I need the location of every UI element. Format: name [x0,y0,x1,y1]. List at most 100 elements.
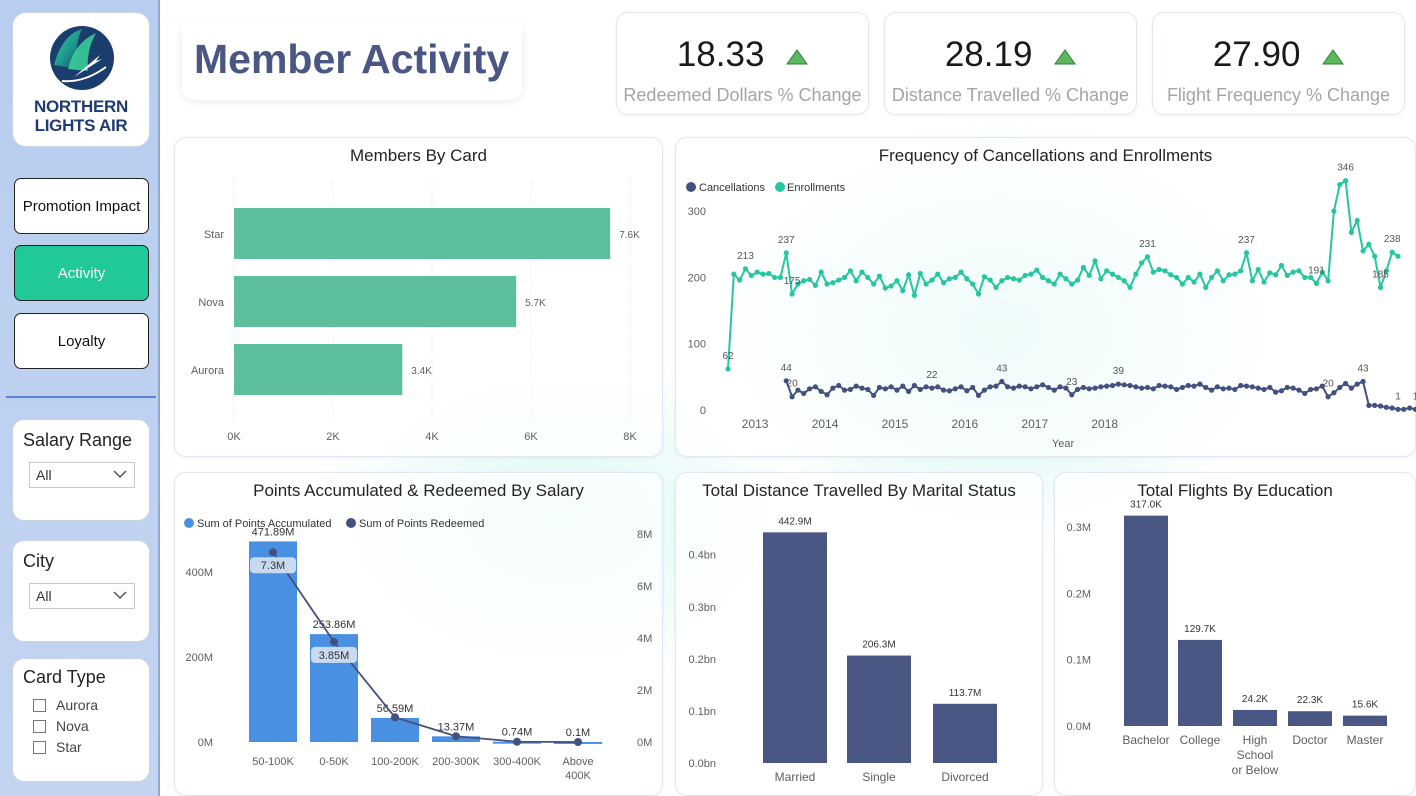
y-tick-label: 0.1M [1067,655,1091,667]
enrollments-data-label: 238 [1384,234,1401,245]
bar-data-label: 253.86M [313,619,356,631]
legend-enrollments-icon [775,182,785,192]
cancellations-data-label: 22 [926,370,938,381]
cancellations-point [1080,384,1086,391]
enrollments-point [812,282,818,288]
enrollments-point [1325,278,1331,284]
redeemed-point [269,548,277,557]
enrollments-point [1261,279,1267,285]
cancellations-point [871,392,877,399]
card-type-option-nova[interactable]: Nova [33,718,89,734]
cancellations-data-label: 44 [781,363,793,374]
enrollments-point [801,278,807,284]
enrollments-point [1098,276,1104,282]
x-tick-label: 6K [524,431,538,443]
brand-line-2: LIGHTS AIR [34,116,128,135]
cancellations-data-label: 1 [1395,391,1401,402]
enrollments-point [1063,276,1069,282]
cancellations-point [1395,406,1401,412]
y-tick-label: 200 [688,272,706,284]
cancellations-point [1150,386,1156,392]
card-type-option-star[interactable]: Star [33,739,82,755]
legend-accumulated-icon [184,518,194,528]
enrollments-point [1267,270,1273,276]
cancellations-point [818,388,824,395]
cancellations-point [783,378,789,384]
enrollments-point [1162,268,1168,274]
cancellations-point [1267,384,1273,391]
cancellations-point [1337,384,1343,391]
cancellations-point [1168,384,1174,390]
enrollments-point [1034,267,1040,273]
x-tick-label: 400K [565,770,591,782]
enrollments-point [1005,274,1011,281]
x-tick-label: 2018 [1091,417,1118,431]
enrollments-point [1104,268,1110,274]
x-axis-title: Year [1052,438,1075,450]
enrollments-point [1086,272,1092,279]
y-left-tick-label: 200M [185,652,213,664]
enrollments-point [1220,278,1226,284]
cancellations-point [1174,386,1180,393]
enrollments-point [1022,272,1028,279]
nav-loyalty-button[interactable]: Loyalty [14,313,149,369]
bar-single [847,655,911,763]
redeemed-point [330,637,338,646]
bar-data-label: 442.9M [778,516,811,527]
checkbox-icon[interactable] [33,719,46,733]
bar-doctor [1288,711,1332,726]
cancellations-point [853,383,859,389]
cancellations-data-label: 20 [787,379,799,390]
salary-range-slicer: Salary Range All [12,419,150,521]
card-type-option-label: Nova [56,718,89,734]
card-type-title: Card Type [23,667,106,687]
nav-promotion-impact-button[interactable]: Promotion Impact [14,178,149,234]
cancellations-point [1086,386,1092,392]
brand-logo-card: NORTHERN LIGHTS AIR [12,12,150,147]
checkbox-icon[interactable] [33,698,46,712]
enrollments-point [1127,284,1133,290]
nav-activity-button[interactable]: Activity [14,245,149,301]
salary-range-dropdown[interactable]: All [29,462,135,488]
enrollments-point [1249,278,1255,284]
kpi-value: 28.19 [885,35,1136,75]
card-type-option-aurora[interactable]: Aurora [33,697,98,713]
cancellations-point [865,386,871,393]
enrollments-point [1232,271,1238,277]
enrollments-point [859,269,865,275]
bar-data-label: 24.2K [1242,694,1268,705]
bar-data-label: 13.37M [438,721,475,733]
city-dropdown[interactable]: All [29,583,135,609]
checkbox-icon[interactable] [33,740,46,754]
cancellations-point [1197,381,1203,387]
bar-data-label: 471.89M [252,526,295,538]
enrollments-point [999,278,1005,284]
y-tick-label: 0.3bn [688,602,716,614]
triangle-up-icon [786,48,809,65]
cancellations-point [1022,384,1028,390]
cancellations-point [830,385,836,391]
data-label-bg [250,557,296,574]
redeemed-point [452,732,460,741]
enrollments-point [760,271,766,277]
cancellations-point [876,384,883,391]
bar-data-label: 113.7M [949,688,982,699]
bar-data-label: 206.3M [862,640,895,651]
chart-title: Members By Card [350,146,487,165]
city-slicer: City All [12,540,150,642]
enrollments-point [981,274,987,280]
enrollments-point [1045,278,1052,284]
x-tick-label: or Below [1232,763,1279,777]
bar-master [1343,715,1387,726]
enrollments-line [727,178,1399,369]
enrollments-point [1273,272,1279,278]
redeemed-line [272,551,579,743]
chevron-down-icon [113,591,127,600]
enrollments-point [1040,274,1046,281]
x-tick-label: Divorced [941,770,988,784]
enrollments-point [1255,266,1261,273]
bar-star [234,208,611,259]
enrollments-point [731,271,737,277]
cancellations-point [1278,388,1285,394]
data-label-bg [311,646,357,663]
